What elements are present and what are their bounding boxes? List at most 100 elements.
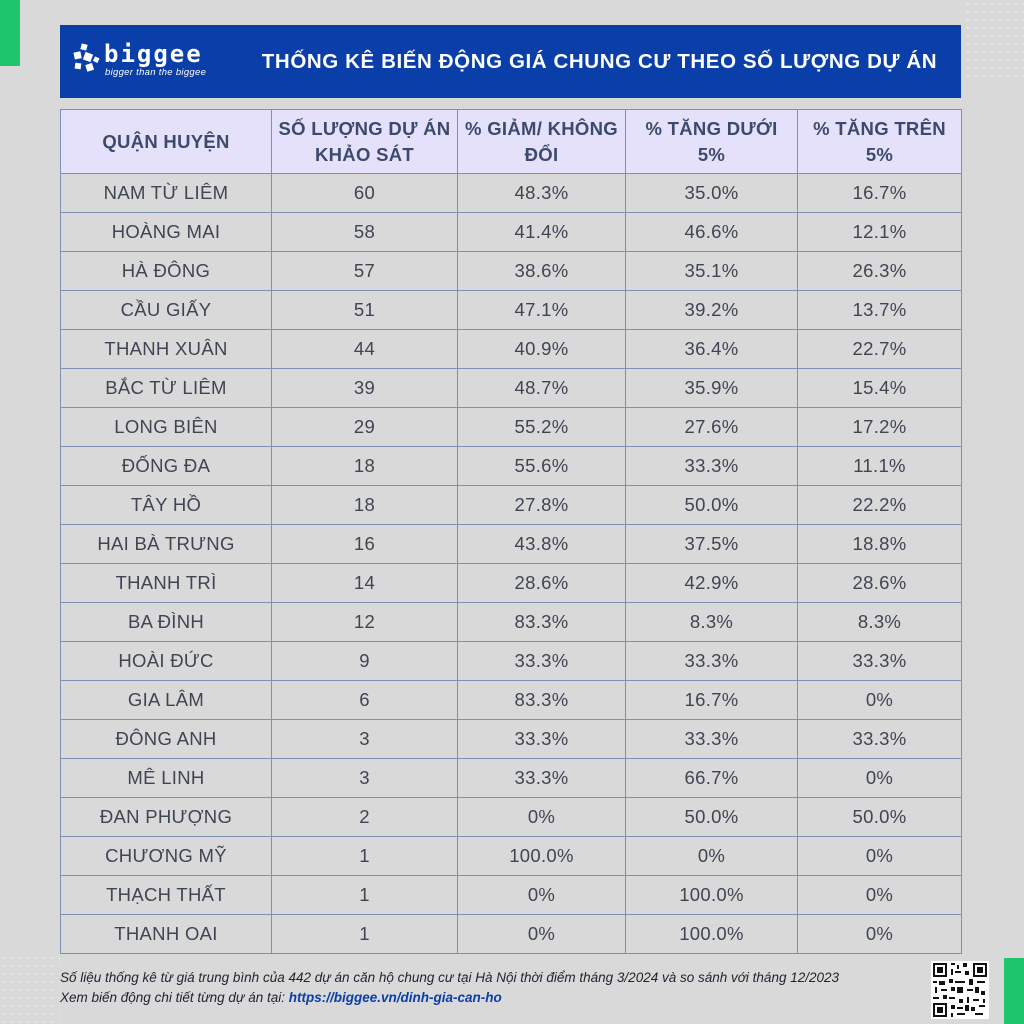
district-cell: HAI BÀ TRƯNG — [60, 524, 272, 564]
table-row: BẮC TỪ LIÊM 39 48.7% 35.9% 15.4% — [60, 368, 962, 408]
decrease-unchanged-cell: 33.3% — [457, 719, 626, 759]
column-header-decrease-unchanged: % GIẢM/ KHÔNG ĐỔI — [457, 109, 626, 174]
increase-under-5-cell: 100.0% — [625, 875, 798, 915]
decrease-unchanged-cell: 48.3% — [457, 173, 626, 213]
district-cell: HÀ ĐÔNG — [60, 251, 272, 291]
decrease-unchanged-cell: 47.1% — [457, 290, 626, 330]
increase-under-5-cell: 42.9% — [625, 563, 798, 603]
district-cell: BẮC TỪ LIÊM — [60, 368, 272, 408]
table-row: ĐAN PHƯỢNG 2 0% 50.0% 50.0% — [60, 797, 962, 837]
project-count-cell: 18 — [271, 446, 458, 486]
decrease-unchanged-cell: 100.0% — [457, 836, 626, 876]
decrease-unchanged-cell: 83.3% — [457, 680, 626, 720]
increase-under-5-cell: 33.3% — [625, 719, 798, 759]
table-row: TÂY HỒ 18 27.8% 50.0% 22.2% — [60, 485, 962, 525]
table-row: LONG BIÊN 29 55.2% 27.6% 17.2% — [60, 407, 962, 447]
increase-under-5-cell: 16.7% — [625, 680, 798, 720]
accent-bar-bottom — [1004, 958, 1024, 1024]
column-header-district: QUẬN HUYỆN — [60, 109, 272, 174]
increase-over-5-cell: 50.0% — [797, 797, 962, 837]
increase-over-5-cell: 33.3% — [797, 641, 962, 681]
table-row: THANH XUÂN 44 40.9% 36.4% 22.7% — [60, 329, 962, 369]
increase-under-5-cell: 100.0% — [625, 914, 798, 954]
footer-link-prefix: Xem biến động chi tiết từng dự án tại: — [60, 990, 289, 1005]
district-cell: THANH XUÂN — [60, 329, 272, 369]
increase-under-5-cell: 66.7% — [625, 758, 798, 798]
project-count-cell: 14 — [271, 563, 458, 603]
project-count-cell: 60 — [271, 173, 458, 213]
price-change-table: QUẬN HUYỆN SỐ LƯỢNG DỰ ÁN KHẢO SÁT % GIẢ… — [60, 109, 962, 954]
district-cell: ĐỐNG ĐA — [60, 446, 272, 486]
increase-under-5-cell: 33.3% — [625, 641, 798, 681]
table-row: THANH TRÌ 14 28.6% 42.9% 28.6% — [60, 563, 962, 603]
table-row: ĐÔNG ANH 3 33.3% 33.3% 33.3% — [60, 719, 962, 759]
increase-under-5-cell: 27.6% — [625, 407, 798, 447]
increase-over-5-cell: 16.7% — [797, 173, 962, 213]
increase-under-5-cell: 46.6% — [625, 212, 798, 252]
increase-over-5-cell: 13.7% — [797, 290, 962, 330]
increase-over-5-cell: 0% — [797, 875, 962, 915]
project-count-cell: 44 — [271, 329, 458, 369]
increase-over-5-cell: 33.3% — [797, 719, 962, 759]
increase-under-5-cell: 50.0% — [625, 485, 798, 525]
increase-under-5-cell: 36.4% — [625, 329, 798, 369]
district-cell: ĐÔNG ANH — [60, 719, 272, 759]
column-header-increase-under-5: % TĂNG DƯỚI 5% — [625, 109, 798, 174]
increase-under-5-cell: 33.3% — [625, 446, 798, 486]
project-count-cell: 1 — [271, 836, 458, 876]
qr-code-icon[interactable] — [931, 961, 989, 1019]
table-row: CẦU GIẤY 51 47.1% 39.2% 13.7% — [60, 290, 962, 330]
increase-over-5-cell: 12.1% — [797, 212, 962, 252]
increase-under-5-cell: 39.2% — [625, 290, 798, 330]
decrease-unchanged-cell: 55.2% — [457, 407, 626, 447]
project-count-cell: 12 — [271, 602, 458, 642]
decrease-unchanged-cell: 48.7% — [457, 368, 626, 408]
table-row: ĐỐNG ĐA 18 55.6% 33.3% 11.1% — [60, 446, 962, 486]
increase-over-5-cell: 28.6% — [797, 563, 962, 603]
district-cell: BA ĐÌNH — [60, 602, 272, 642]
table-row: GIA LÂM 6 83.3% 16.7% 0% — [60, 680, 962, 720]
table-row: HAI BÀ TRƯNG 16 43.8% 37.5% 18.8% — [60, 524, 962, 564]
table-row: HOÀI ĐỨC 9 33.3% 33.3% 33.3% — [60, 641, 962, 681]
column-header-increase-over-5: % TĂNG TRÊN 5% — [797, 109, 962, 174]
decrease-unchanged-cell: 27.8% — [457, 485, 626, 525]
table-row: NAM TỪ LIÊM 60 48.3% 35.0% 16.7% — [60, 173, 962, 213]
project-count-cell: 16 — [271, 524, 458, 564]
column-header-project-count: SỐ LƯỢNG DỰ ÁN KHẢO SÁT — [271, 109, 458, 174]
project-count-cell: 2 — [271, 797, 458, 837]
project-count-cell: 3 — [271, 758, 458, 798]
decrease-unchanged-cell: 41.4% — [457, 212, 626, 252]
brand-tagline: bigger than the biggee — [105, 67, 207, 78]
decrease-unchanged-cell: 0% — [457, 914, 626, 954]
decrease-unchanged-cell: 28.6% — [457, 563, 626, 603]
decorative-dots — [0, 954, 60, 1024]
increase-over-5-cell: 0% — [797, 836, 962, 876]
increase-under-5-cell: 35.9% — [625, 368, 798, 408]
district-cell: GIA LÂM — [60, 680, 272, 720]
brand-logo[interactable]: biggee bigger than the biggee — [72, 39, 242, 85]
increase-under-5-cell: 37.5% — [625, 524, 798, 564]
detail-link[interactable]: https://biggee.vn/dinh-gia-can-ho — [288, 990, 502, 1005]
increase-over-5-cell: 15.4% — [797, 368, 962, 408]
increase-under-5-cell: 8.3% — [625, 602, 798, 642]
table-header-row: QUẬN HUYỆN SỐ LƯỢNG DỰ ÁN KHẢO SÁT % GIẢ… — [60, 109, 962, 174]
district-cell: NAM TỪ LIÊM — [60, 173, 272, 213]
decrease-unchanged-cell: 0% — [457, 797, 626, 837]
decrease-unchanged-cell: 40.9% — [457, 329, 626, 369]
project-count-cell: 51 — [271, 290, 458, 330]
increase-over-5-cell: 8.3% — [797, 602, 962, 642]
table-row: MÊ LINH 3 33.3% 66.7% 0% — [60, 758, 962, 798]
table-row: HOÀNG MAI 58 41.4% 46.6% 12.1% — [60, 212, 962, 252]
district-cell: CẦU GIẤY — [60, 290, 272, 330]
increase-over-5-cell: 11.1% — [797, 446, 962, 486]
project-count-cell: 3 — [271, 719, 458, 759]
project-count-cell: 18 — [271, 485, 458, 525]
decrease-unchanged-cell: 38.6% — [457, 251, 626, 291]
table-row: CHƯƠNG MỸ 1 100.0% 0% 0% — [60, 836, 962, 876]
increase-under-5-cell: 50.0% — [625, 797, 798, 837]
increase-over-5-cell: 22.7% — [797, 329, 962, 369]
decrease-unchanged-cell: 83.3% — [457, 602, 626, 642]
page-title: THỐNG KÊ BIẾN ĐỘNG GIÁ CHUNG CƯ THEO SỐ … — [261, 49, 938, 73]
footer-link-line: Xem biến động chi tiết từng dự án tại: h… — [60, 988, 920, 1008]
title-banner: biggee bigger than the biggee THỐNG KÊ B… — [60, 25, 961, 98]
